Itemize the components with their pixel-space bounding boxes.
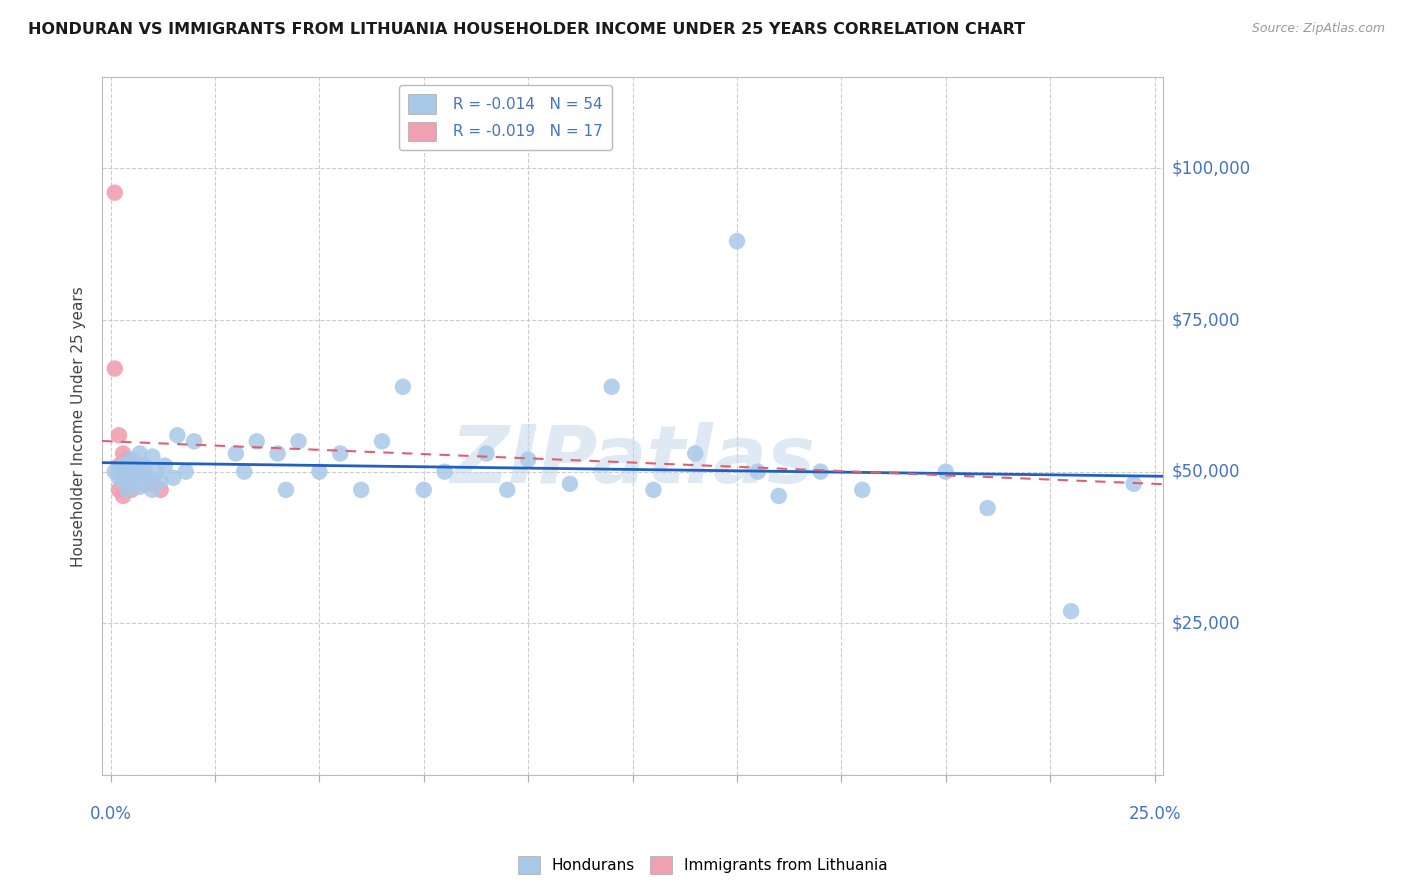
Point	[136, 471, 159, 485]
Point	[475, 446, 498, 460]
Point	[412, 483, 434, 497]
Point	[683, 446, 706, 460]
Point	[124, 476, 146, 491]
Point	[149, 483, 172, 497]
Point	[392, 380, 415, 394]
Text: Source: ZipAtlas.com: Source: ZipAtlas.com	[1251, 22, 1385, 36]
Point	[233, 465, 256, 479]
Point	[132, 476, 155, 491]
Point	[225, 446, 247, 460]
Point	[112, 489, 135, 503]
Point	[120, 483, 142, 497]
Point	[329, 446, 352, 460]
Point	[768, 489, 790, 503]
Point	[117, 452, 139, 467]
Point	[145, 465, 167, 479]
Point	[308, 465, 330, 479]
Point	[132, 458, 155, 473]
Point	[108, 471, 131, 485]
Text: $25,000: $25,000	[1171, 615, 1240, 632]
Point	[174, 465, 197, 479]
Point	[433, 465, 456, 479]
Point	[141, 450, 163, 464]
Point	[558, 476, 581, 491]
Point	[153, 458, 176, 473]
Point	[725, 234, 748, 248]
Point	[141, 476, 163, 491]
Point	[112, 446, 135, 460]
Point	[851, 483, 873, 497]
Point	[162, 471, 184, 485]
Point	[117, 465, 139, 479]
Point	[371, 434, 394, 449]
Point	[496, 483, 519, 497]
Legend: Hondurans, Immigrants from Lithuania: Hondurans, Immigrants from Lithuania	[512, 850, 894, 880]
Point	[120, 467, 142, 482]
Point	[112, 474, 135, 488]
Point	[166, 428, 188, 442]
Point	[183, 434, 205, 449]
Point	[104, 465, 127, 479]
Point	[287, 434, 309, 449]
Y-axis label: Householder Income Under 25 years: Householder Income Under 25 years	[72, 285, 86, 566]
Point	[1122, 476, 1144, 491]
Text: $100,000: $100,000	[1171, 160, 1250, 178]
Point	[117, 476, 139, 491]
Point	[112, 458, 135, 473]
Point	[246, 434, 269, 449]
Point	[120, 452, 142, 467]
Text: $50,000: $50,000	[1171, 463, 1240, 481]
Point	[108, 461, 131, 475]
Point	[935, 465, 957, 479]
Point	[108, 483, 131, 497]
Point	[112, 471, 135, 485]
Text: $75,000: $75,000	[1171, 311, 1240, 329]
Point	[141, 483, 163, 497]
Point	[108, 428, 131, 442]
Legend:  R = -0.014   N = 54,  R = -0.019   N = 17: R = -0.014 N = 54, R = -0.019 N = 17	[399, 85, 612, 151]
Point	[117, 483, 139, 497]
Text: 25.0%: 25.0%	[1129, 805, 1181, 823]
Point	[976, 501, 998, 516]
Point	[128, 465, 150, 479]
Point	[104, 186, 127, 200]
Point	[1060, 604, 1083, 618]
Point	[120, 465, 142, 479]
Point	[266, 446, 288, 460]
Point	[124, 456, 146, 470]
Point	[747, 465, 769, 479]
Point	[810, 465, 832, 479]
Point	[350, 483, 373, 497]
Point	[128, 446, 150, 460]
Text: ZIPatlas: ZIPatlas	[450, 422, 815, 500]
Text: 0.0%: 0.0%	[90, 805, 132, 823]
Point	[104, 361, 127, 376]
Point	[149, 474, 172, 488]
Point	[108, 458, 131, 473]
Point	[274, 483, 297, 497]
Point	[517, 452, 540, 467]
Point	[128, 480, 150, 494]
Point	[643, 483, 665, 497]
Point	[124, 471, 146, 485]
Point	[600, 380, 623, 394]
Point	[132, 465, 155, 479]
Text: HONDURAN VS IMMIGRANTS FROM LITHUANIA HOUSEHOLDER INCOME UNDER 25 YEARS CORRELAT: HONDURAN VS IMMIGRANTS FROM LITHUANIA HO…	[28, 22, 1025, 37]
